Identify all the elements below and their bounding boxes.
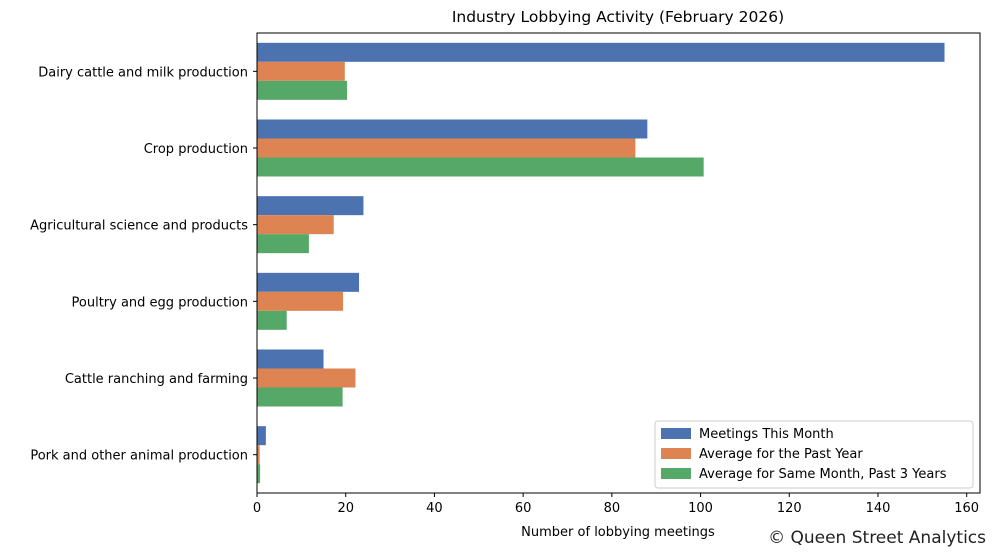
x-tick-label: 0 (253, 501, 261, 516)
bar-average-for-same-month-past-3-years-poultry-and-egg-production (257, 310, 287, 330)
legend-label: Meetings This Month (699, 427, 834, 442)
legend-swatch-average-for-same-month-past-3-years (661, 468, 691, 479)
x-axis-label: Number of lobbying meetings (521, 525, 715, 540)
bar-meetings-this-month-poultry-and-egg-production (257, 272, 360, 292)
bar-average-for-same-month-past-3-years-cattle-ranching-and-farming (257, 387, 343, 407)
bar-average-for-the-past-year-poultry-and-egg-production (257, 291, 344, 311)
y-tick-label: Pork and other animal production (30, 449, 248, 464)
x-tick-label: 20 (337, 501, 354, 516)
x-tick-label: 60 (515, 501, 532, 516)
y-tick-label: Agricultural science and products (30, 219, 248, 234)
legend-swatch-meetings-this-month (661, 428, 691, 439)
bar-average-for-the-past-year-pork-and-other-animal-production (257, 445, 260, 465)
bar-meetings-this-month-cattle-ranching-and-farming (257, 349, 324, 369)
x-tick-label: 80 (604, 501, 621, 516)
bar-average-for-same-month-past-3-years-pork-and-other-animal-production (257, 464, 261, 484)
bar-average-for-the-past-year-agricultural-science-and-products (257, 215, 334, 235)
x-axis-ticks: 0 20 40 60 80 100 120 140 160 (253, 493, 979, 516)
bar-meetings-this-month-crop-production (257, 119, 648, 139)
bars-layer (257, 42, 945, 484)
x-tick-label: 100 (688, 501, 713, 516)
x-tick-label: 160 (954, 501, 979, 516)
legend: Meetings This Month Average for the Past … (654, 420, 974, 489)
bar-meetings-this-month-agricultural-science-and-products (257, 196, 364, 216)
y-axis-ticks: Dairy cattle and milk production Crop pro… (30, 65, 257, 464)
bar-meetings-this-month-pork-and-other-animal-production (257, 426, 266, 446)
bar-meetings-this-month-dairy-cattle-and-milk-production (257, 42, 945, 62)
bar-average-for-the-past-year-dairy-cattle-and-milk-production (257, 61, 345, 81)
legend-label: Average for Same Month, Past 3 Years (699, 467, 947, 482)
x-tick-label: 40 (426, 501, 443, 516)
y-tick-label: Crop production (144, 142, 248, 157)
legend-swatch-average-for-the-past-year (661, 448, 691, 459)
y-tick-label: Cattle ranching and farming (65, 372, 248, 387)
legend-label: Average for the Past Year (699, 447, 863, 462)
y-tick-label: Dairy cattle and milk production (38, 65, 248, 80)
chart-title: Industry Lobbying Activity (February 202… (452, 8, 784, 26)
y-tick-label: Poultry and egg production (72, 295, 248, 310)
x-tick-label: 140 (866, 501, 891, 516)
bar-average-for-same-month-past-3-years-crop-production (257, 157, 704, 177)
x-tick-label: 120 (777, 501, 802, 516)
bar-average-for-the-past-year-crop-production (257, 138, 636, 158)
bar-average-for-same-month-past-3-years-dairy-cattle-and-milk-production (257, 80, 348, 100)
credit-text: © Queen Street Analytics (768, 528, 986, 548)
plot-frame (256, 32, 981, 494)
bar-average-for-the-past-year-cattle-ranching-and-farming (257, 368, 356, 388)
legend-box (654, 420, 974, 489)
bar-average-for-same-month-past-3-years-agricultural-science-and-products (257, 234, 309, 254)
